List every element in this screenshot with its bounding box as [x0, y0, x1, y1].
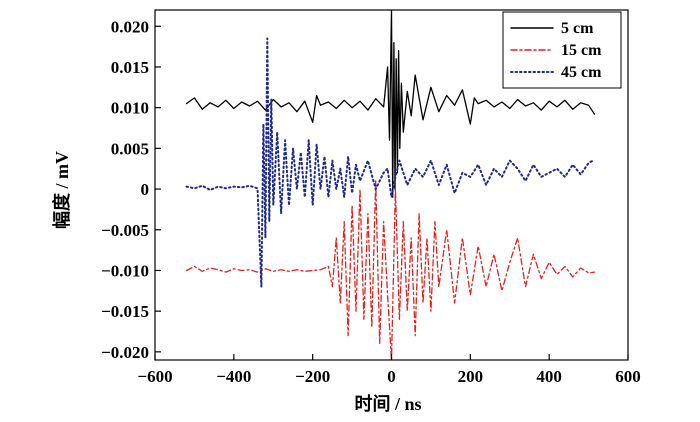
- series-layer: [185, 9, 596, 361]
- x-tick-label: −600: [137, 367, 172, 386]
- x-tick-label: −200: [295, 367, 330, 386]
- x-tick-label: 400: [536, 367, 562, 386]
- y-tick-label: −0.020: [101, 343, 149, 362]
- ticks-layer: −600 −400 −200 0 200 400 600 −0.020 −0.015 −0.010…: [101, 17, 641, 386]
- y-tick-label: 0.020: [111, 17, 149, 36]
- x-axis-label: 时间 / ns: [354, 394, 421, 414]
- x-tick-label: −400: [216, 367, 251, 386]
- y-tick-label: −0.005: [101, 221, 149, 240]
- x-tick-label: 200: [458, 367, 484, 386]
- y-tick-label: −0.010: [101, 261, 149, 280]
- y-axis-label: 幅度 / mV: [51, 151, 72, 229]
- legend-label: 5 cm: [561, 20, 594, 37]
- legend-label: 45 cm: [561, 64, 602, 81]
- series-line-1: [185, 180, 596, 361]
- y-tick-label: 0.010: [111, 99, 149, 118]
- y-tick-label: 0: [141, 180, 150, 199]
- y-tick-label: 0.005: [111, 139, 149, 158]
- series-line-2: [185, 37, 596, 288]
- x-tick-label: 0: [387, 367, 396, 386]
- legend: 5 cm 15 cm 45 cm: [502, 11, 622, 89]
- legend-label: 15 cm: [561, 42, 602, 59]
- x-tick-label: 600: [615, 367, 641, 386]
- y-tick-label: 0.015: [111, 58, 149, 77]
- y-tick-label: −0.015: [101, 302, 149, 321]
